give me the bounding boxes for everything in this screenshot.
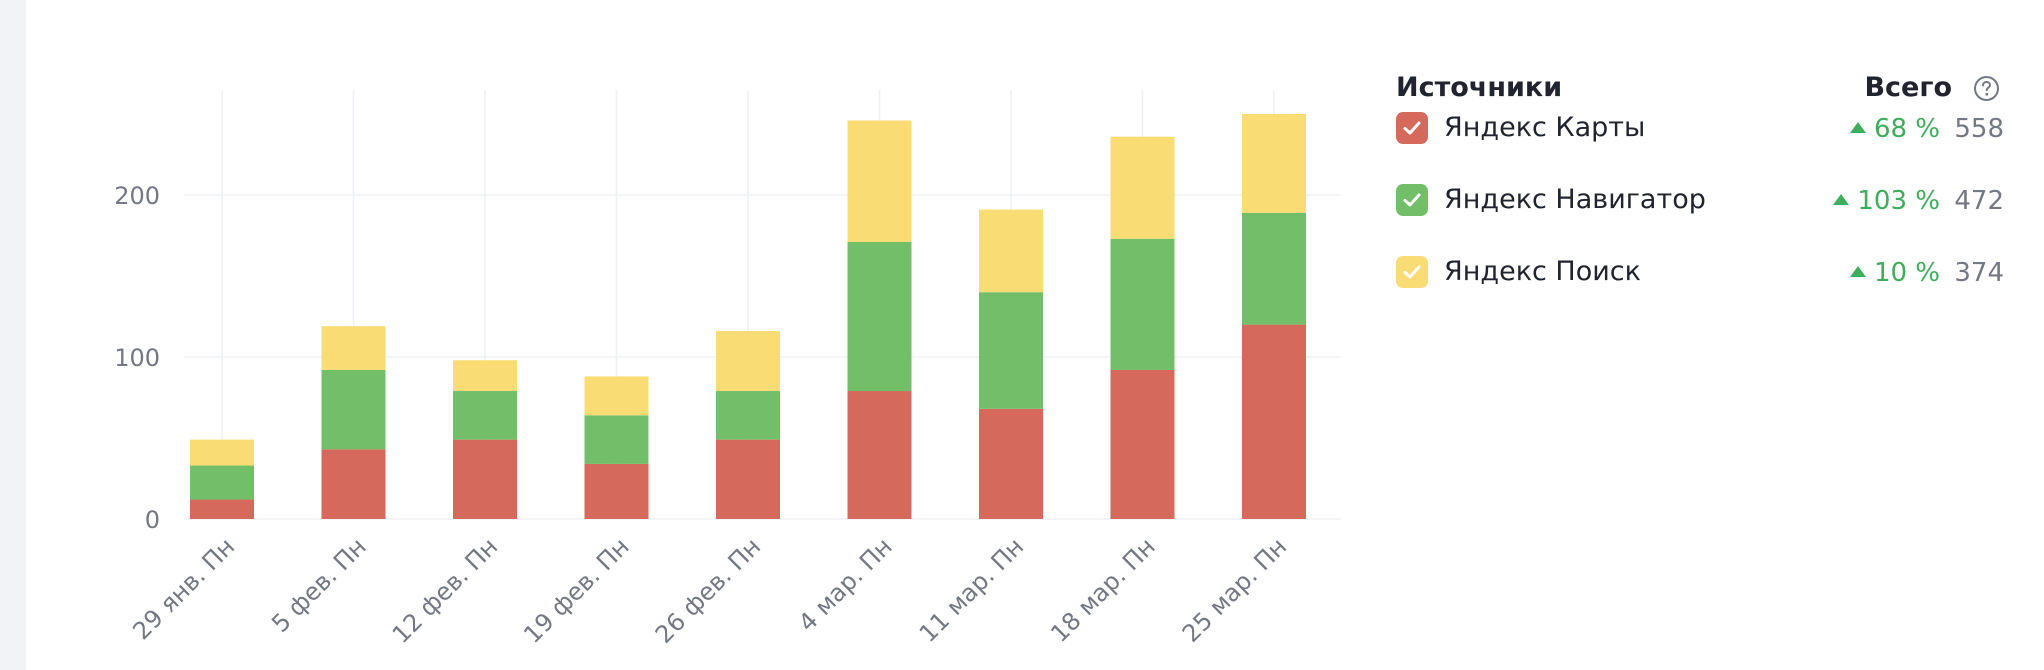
- bar-segment: [979, 408, 1043, 519]
- legend-title: Источники: [1396, 72, 1563, 103]
- bar-segment: [716, 439, 780, 519]
- x-tick-label: 19 фев. Пн: [518, 532, 634, 648]
- bar-segment: [1110, 136, 1175, 239]
- checkbox-yandex-maps[interactable]: [1396, 112, 1428, 144]
- x-tick-label: 29 янв. Пн: [128, 532, 241, 645]
- bar-segment: [847, 241, 912, 392]
- bar-segment: [716, 331, 780, 392]
- x-tick-label: 4 мар. Пн: [793, 532, 898, 637]
- bar-segment: [584, 415, 649, 464]
- legend-total-header: Всего: [1864, 72, 1952, 103]
- bar-segment: [1110, 238, 1175, 370]
- bar-segment: [584, 376, 649, 416]
- chart-card: 0 100 200 29 янв. Пн 5 фев. Пн 12 фев. Пн 19 ф…: [26, 0, 2044, 670]
- bar-segment: [453, 439, 517, 519]
- bar-segment: [1242, 212, 1306, 325]
- arrow-up-icon: [1833, 194, 1850, 205]
- x-tick-label: 25 мар. Пн: [1177, 532, 1292, 647]
- stacked-bar-chart: 0 100 200 29 янв. Пн 5 фев. Пн 12 фев. Пн 19 ф…: [114, 90, 1341, 649]
- bar-segment: [321, 369, 386, 450]
- bar-segment: [1110, 369, 1175, 519]
- total-value: 472: [1954, 186, 2004, 216]
- bar-segment: [716, 391, 780, 440]
- checkbox-yandex-navigator[interactable]: [1396, 184, 1428, 216]
- bar-segment: [847, 120, 912, 242]
- y-tick-label: 200: [114, 182, 160, 210]
- legend-item-yandex-navigator: Яндекс Навигатор 103 % 472: [1396, 182, 2004, 254]
- bar-segment: [1242, 114, 1306, 213]
- bar-segment: [190, 439, 254, 466]
- bar-segment: [584, 463, 649, 519]
- bar-segment: [453, 360, 517, 392]
- arrow-up-icon: [1849, 122, 1866, 133]
- check-icon: [1403, 193, 1421, 207]
- check-icon: [1403, 265, 1421, 279]
- legend-item-yandex-maps: Яндекс Карты 68 % 558: [1396, 110, 2004, 182]
- x-tick-label: 5 фев. Пн: [266, 532, 372, 638]
- change-value: 103 %: [1857, 186, 1940, 216]
- change-indicator: 68 %: [1849, 114, 1940, 144]
- legend-header: Источники Всего: [1396, 70, 2004, 110]
- change-indicator: 103 %: [1833, 186, 1940, 216]
- bar-segment: [190, 499, 254, 519]
- checkbox-yandex-search[interactable]: [1396, 256, 1428, 288]
- bar-segment: [321, 449, 386, 519]
- x-tick-label: 26 фев. Пн: [650, 532, 766, 648]
- legend-item-label: Яндекс Поиск: [1444, 256, 1641, 287]
- x-tick-label: 18 мар. Пн: [1045, 532, 1160, 647]
- bar-segment: [453, 391, 517, 440]
- bar-segment: [979, 292, 1043, 409]
- change-indicator: 10 %: [1849, 258, 1940, 288]
- x-tick-label: 12 фев. Пн: [387, 532, 503, 648]
- y-tick-label: 0: [145, 506, 160, 534]
- question-circle-icon[interactable]: [1973, 75, 2000, 102]
- change-value: 10 %: [1873, 258, 1940, 288]
- x-tick-label: 11 мар. Пн: [914, 532, 1029, 647]
- bar-segment: [1242, 324, 1306, 519]
- legend-item-label: Яндекс Навигатор: [1444, 184, 1706, 215]
- total-value: 374: [1954, 258, 2004, 288]
- change-value: 68 %: [1873, 114, 1940, 144]
- legend-item-label: Яндекс Карты: [1444, 112, 1646, 143]
- bar-segment: [847, 391, 912, 519]
- check-icon: [1403, 121, 1421, 135]
- bar-segment: [979, 209, 1043, 293]
- y-tick-label: 100: [114, 344, 160, 372]
- total-value: 558: [1954, 114, 2004, 144]
- legend-item-yandex-search: Яндекс Поиск 10 % 374: [1396, 254, 2004, 326]
- sources-legend: Источники Всего Яндекс Карты 68 % 558 Ян…: [1396, 70, 2004, 326]
- arrow-up-icon: [1849, 266, 1866, 277]
- bar-segment: [190, 465, 254, 500]
- bar-segment: [321, 326, 386, 370]
